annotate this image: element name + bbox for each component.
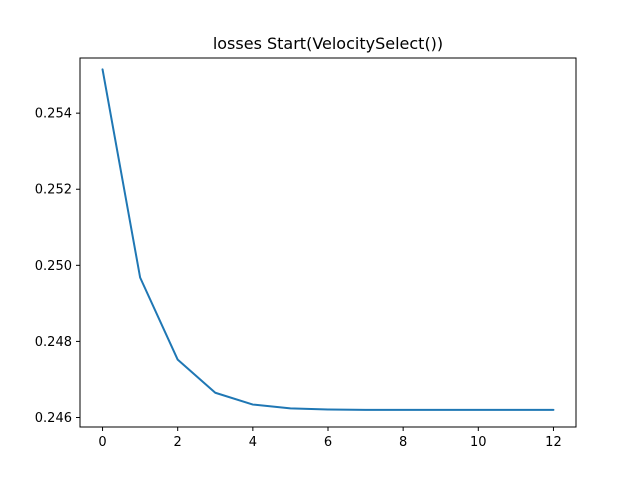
x-tick-label: 8 [399, 435, 407, 450]
y-tick-label: 0.250 [35, 259, 72, 274]
y-tick-label: 0.248 [35, 335, 72, 350]
series-layer [101, 68, 555, 411]
y-tick-label: 0.246 [35, 411, 72, 426]
chart-title: losses Start(VelocitySelect()) [213, 34, 443, 53]
x-axis: 0 2 4 6 8 10 12 [98, 427, 562, 450]
x-tick-label: 0 [98, 435, 106, 450]
loss-series-line [101, 68, 555, 411]
y-tick-label: 0.252 [35, 183, 72, 198]
x-tick-label: 6 [324, 435, 332, 450]
x-tick-label: 12 [545, 435, 562, 450]
y-tick-label: 0.254 [35, 107, 72, 122]
y-axis: 0.246 0.248 0.250 0.252 0.254 [35, 107, 80, 426]
x-tick-label: 2 [174, 435, 182, 450]
x-tick-label: 4 [249, 435, 257, 450]
x-tick-label: 10 [470, 435, 487, 450]
plot-area [79, 57, 577, 428]
